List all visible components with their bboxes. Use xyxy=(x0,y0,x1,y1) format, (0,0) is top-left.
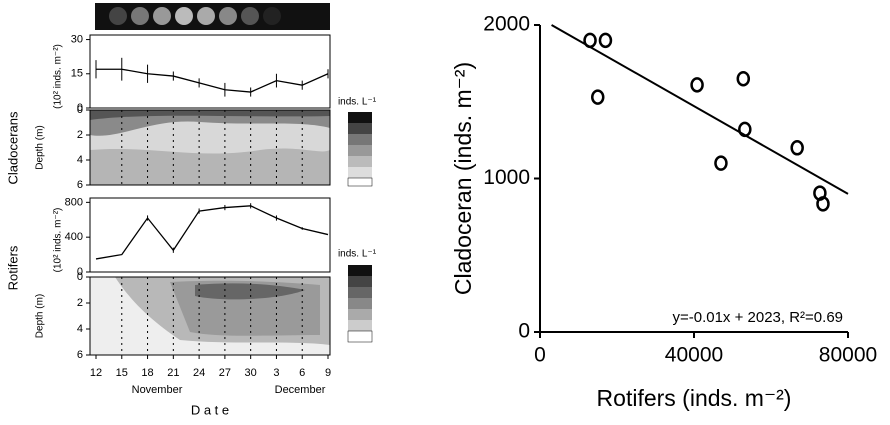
point xyxy=(816,196,830,212)
x-tick-label: 0 xyxy=(534,344,546,367)
y-axis-label: Depth (m) xyxy=(35,125,46,169)
x-tick-label: 27 xyxy=(219,367,231,379)
x-tick-label: 24 xyxy=(193,367,205,379)
y-tick-label: 0 xyxy=(77,271,83,283)
month-label: November xyxy=(132,384,183,396)
y-tick-label: 400 xyxy=(65,231,83,243)
x-tick-label: 15 xyxy=(116,367,128,379)
group-label: Cladocerans xyxy=(5,111,20,184)
plot-frame xyxy=(89,34,331,109)
x-tick-label: 40000 xyxy=(665,344,723,367)
y-tick-label: 800 xyxy=(65,196,83,208)
plot-frame xyxy=(89,109,331,186)
point xyxy=(714,155,728,171)
trend-line xyxy=(551,24,849,195)
y-tick-label: 0 xyxy=(77,102,83,114)
contour-fill xyxy=(90,110,330,355)
plot-frame xyxy=(89,276,331,356)
y-axis-label: (10² inds. m⁻²) xyxy=(53,208,64,273)
x-tick-label: 80000 xyxy=(819,344,877,367)
x-tick-label: 6 xyxy=(299,367,305,379)
x-tick-label: 12 xyxy=(90,367,102,379)
x-axis-label: Rotifers (inds. m⁻²) xyxy=(597,385,792,411)
y-axis-label: Cladoceran (inds. m⁻²) xyxy=(450,62,476,295)
point xyxy=(591,89,605,105)
line xyxy=(96,68,329,93)
group-label: Rotifers xyxy=(5,245,20,290)
annotation: y=-0.01x + 2023, R²=0.69 xyxy=(672,309,843,326)
y-tick-label: 1000 xyxy=(483,166,530,189)
x-tick-label: 30 xyxy=(245,367,257,379)
plot-frame xyxy=(89,197,331,273)
point xyxy=(738,121,752,138)
point xyxy=(583,32,597,49)
y-tick-label: 0 xyxy=(77,104,83,116)
x-tick-label: 9 xyxy=(325,367,331,379)
colorbars xyxy=(347,112,373,343)
y-tick-label: 2000 xyxy=(483,13,530,36)
y-tick-label: 2 xyxy=(77,297,83,309)
y-tick-label: 30 xyxy=(71,33,83,45)
x-axis-label: D a t e xyxy=(191,402,229,417)
y-tick-label: 2 xyxy=(77,129,83,141)
y-tick-label: 0 xyxy=(77,266,83,278)
y-axis-label: Depth (m) xyxy=(35,294,46,338)
point xyxy=(790,140,804,156)
colorbar-title: inds. L⁻¹ xyxy=(338,249,377,260)
point xyxy=(598,32,613,49)
month-label: December xyxy=(275,384,326,396)
x-tick-label: 3 xyxy=(273,367,279,379)
x-tick-label: 18 xyxy=(141,367,153,379)
y-tick-label: 4 xyxy=(77,323,83,335)
y-tick-label: 4 xyxy=(77,154,83,166)
colorbar-title: inds. L⁻¹ xyxy=(338,97,377,108)
y-tick-label: 15 xyxy=(71,68,83,80)
y-tick-label: 6 xyxy=(77,179,83,191)
point xyxy=(690,77,704,93)
moon-phases xyxy=(95,3,330,30)
y-tick-label: 0 xyxy=(518,320,530,343)
line xyxy=(95,205,329,260)
y-axis-label: (10² inds. m⁻²) xyxy=(53,44,64,109)
y-tick-label: 6 xyxy=(77,349,83,361)
point xyxy=(736,70,751,87)
x-tick-label: 21 xyxy=(167,367,179,379)
